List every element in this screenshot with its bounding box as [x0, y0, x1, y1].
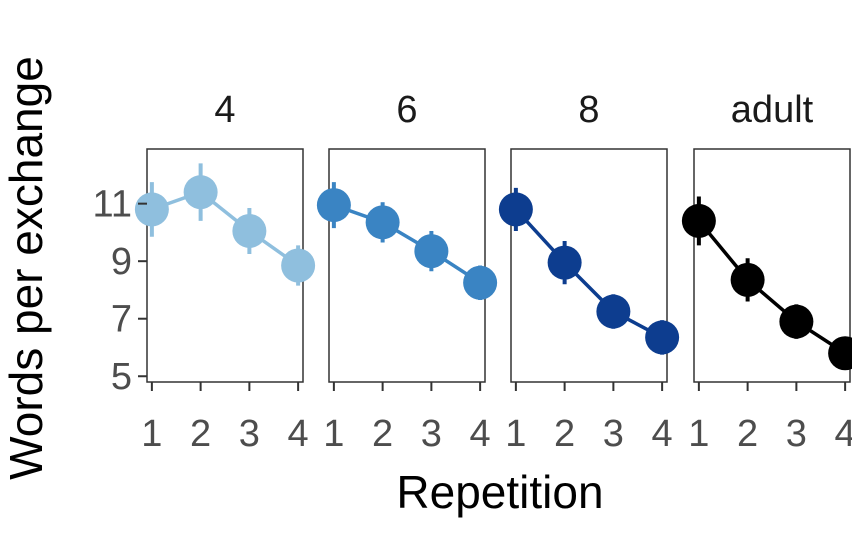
series-line: [151, 190, 300, 267]
data-point: [316, 188, 351, 223]
x-tick-label: 3: [421, 413, 442, 455]
data-point: [463, 265, 498, 300]
y-tick-label: 11: [93, 184, 132, 226]
data-point: [414, 234, 449, 269]
facet-panel: 6 1 2 3 4: [316, 89, 498, 455]
data-point: [498, 192, 533, 227]
data-point: [779, 304, 814, 339]
panel-frame: [328, 148, 486, 383]
data-point: [281, 248, 316, 283]
facet-title: 6: [396, 89, 417, 131]
panel-frame: [693, 148, 851, 383]
data-point: [365, 205, 400, 240]
x-tick-label: 3: [239, 413, 260, 455]
y-axis-title: Words per exchange: [0, 56, 52, 480]
series-line: [514, 208, 663, 339]
panel-frame: [146, 148, 304, 383]
x-tick-label: 4: [652, 413, 673, 455]
facet-title: adult: [731, 89, 814, 131]
facet-title: 4: [214, 89, 235, 131]
data-point: [232, 213, 267, 248]
data-point: [730, 262, 765, 297]
y-axis: 5 7 9 11: [93, 184, 147, 398]
data-point: [134, 192, 169, 227]
x-tick-label: 4: [835, 413, 852, 455]
data-point: [828, 336, 852, 371]
x-tick-label: 2: [190, 413, 211, 455]
series-line: [697, 219, 847, 355]
data-point: [183, 175, 218, 210]
x-tick-label: 1: [141, 413, 162, 455]
data-point: [547, 245, 582, 280]
x-tick-label: 1: [688, 413, 709, 455]
facet-panel: adult 1 2 3 4: [681, 89, 852, 455]
x-tick-label: 4: [288, 413, 309, 455]
x-tick-label: 4: [470, 413, 491, 455]
series-line: [333, 203, 482, 285]
facet-title: 8: [578, 89, 599, 131]
x-tick-label: 2: [737, 413, 758, 455]
panel-frame: [510, 148, 668, 383]
data-point: [596, 294, 631, 329]
x-tick-label: 1: [505, 413, 526, 455]
x-tick-label: 2: [372, 413, 393, 455]
facet-panel: 41 2 3 4: [134, 89, 316, 455]
x-tick-label: 3: [786, 413, 807, 455]
y-tick-label: 9: [111, 241, 132, 283]
y-tick-label: 5: [111, 356, 132, 398]
x-tick-label: 2: [554, 413, 575, 455]
x-tick-label: 3: [603, 413, 624, 455]
data-point: [645, 320, 680, 355]
data-point: [681, 203, 716, 238]
x-axis-title: Repetition: [396, 466, 603, 518]
x-tick-label: 1: [323, 413, 344, 455]
facet-panel: 8 1 2 3 4: [498, 89, 680, 455]
y-tick-label: 7: [111, 299, 132, 341]
